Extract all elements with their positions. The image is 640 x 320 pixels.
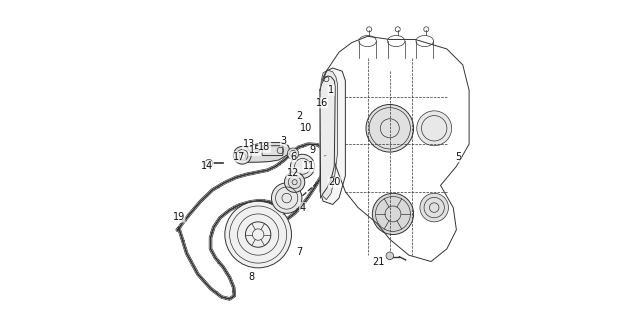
- Circle shape: [255, 146, 260, 151]
- Circle shape: [271, 183, 302, 213]
- Polygon shape: [320, 70, 337, 200]
- Text: 15: 15: [249, 146, 261, 156]
- Circle shape: [372, 193, 413, 235]
- Text: 8: 8: [249, 272, 255, 282]
- Circle shape: [417, 111, 452, 146]
- Text: 2: 2: [296, 111, 303, 121]
- Text: 18: 18: [259, 142, 271, 152]
- Circle shape: [284, 172, 305, 192]
- Circle shape: [420, 193, 449, 222]
- Polygon shape: [320, 76, 335, 198]
- Text: 6: 6: [290, 152, 296, 162]
- Circle shape: [225, 201, 291, 268]
- Polygon shape: [237, 142, 290, 162]
- Text: 1: 1: [328, 85, 334, 95]
- Text: 17: 17: [233, 152, 245, 162]
- Text: 4: 4: [300, 203, 306, 212]
- Circle shape: [291, 154, 315, 178]
- Text: 7: 7: [296, 247, 303, 257]
- Polygon shape: [320, 68, 346, 204]
- Circle shape: [205, 159, 212, 167]
- Text: 20: 20: [328, 177, 340, 187]
- Text: 14: 14: [201, 161, 214, 171]
- Text: 3: 3: [280, 136, 287, 146]
- Text: 11: 11: [303, 161, 315, 171]
- Text: 16: 16: [316, 98, 328, 108]
- Text: 12: 12: [287, 168, 300, 178]
- Text: 21: 21: [372, 257, 385, 267]
- Text: 10: 10: [300, 123, 312, 133]
- Text: 9: 9: [309, 146, 315, 156]
- Text: 13: 13: [243, 139, 255, 149]
- Circle shape: [386, 252, 394, 260]
- FancyBboxPatch shape: [262, 146, 283, 156]
- Text: 19: 19: [173, 212, 185, 222]
- Circle shape: [366, 105, 413, 152]
- Circle shape: [287, 148, 299, 159]
- Circle shape: [234, 146, 251, 164]
- Text: 5: 5: [455, 152, 461, 162]
